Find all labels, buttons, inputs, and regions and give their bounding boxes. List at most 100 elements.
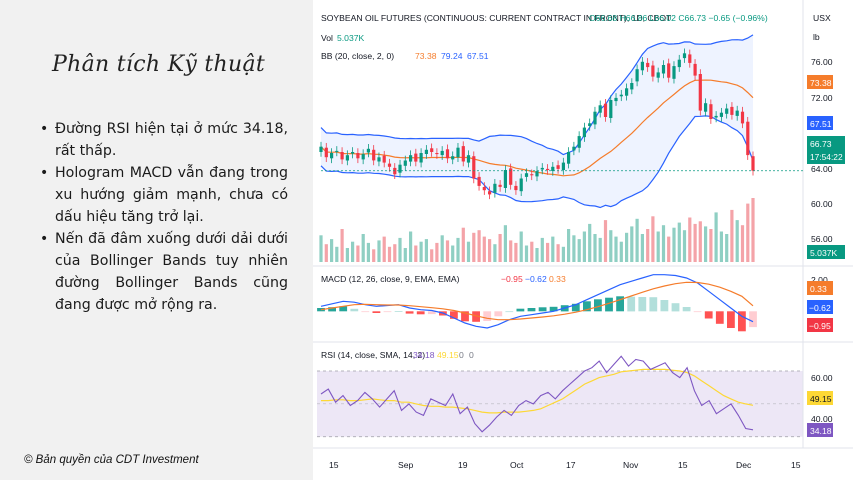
volume-bar xyxy=(677,222,681,262)
volume-bar xyxy=(477,230,481,262)
macd-histogram-bar xyxy=(738,311,746,332)
candle-body xyxy=(672,66,676,79)
unit-label: lb xyxy=(813,32,820,42)
candle-body xyxy=(609,100,613,118)
time-tick: 15 xyxy=(329,460,339,470)
candle-body xyxy=(372,149,376,161)
volume-bar xyxy=(351,241,355,262)
macd-histogram-bar xyxy=(583,301,591,312)
candle-body xyxy=(656,72,660,78)
candle-body xyxy=(619,94,623,97)
volume-bar xyxy=(619,241,623,262)
time-tick: 19 xyxy=(458,460,468,470)
macd-histogram-bar xyxy=(350,308,359,312)
macd-pane xyxy=(317,274,757,332)
macd-histogram-bar xyxy=(505,311,514,313)
candle-body xyxy=(398,164,402,173)
price-tag-countdown: 17:54:22 xyxy=(810,152,843,162)
rsi-value-4: 0 xyxy=(469,350,474,360)
rsi-value-2: 49.15 xyxy=(437,350,459,360)
macd-histogram-bar xyxy=(682,307,691,312)
macd-histogram-bar xyxy=(361,311,370,313)
candle-body xyxy=(725,108,729,114)
volume-bar xyxy=(372,249,376,262)
candle-body xyxy=(524,173,529,177)
candle-body xyxy=(519,178,523,192)
volume-bar xyxy=(588,223,592,262)
candle-body xyxy=(730,106,734,115)
time-tick: Sep xyxy=(398,460,414,470)
volume-bar xyxy=(451,245,455,262)
macd-histogram-bar xyxy=(605,297,613,312)
volume-bar xyxy=(609,230,613,262)
volume-label: Vol xyxy=(321,33,333,43)
volume-bar xyxy=(572,235,576,262)
candle-body xyxy=(472,156,476,179)
volume-bar xyxy=(598,237,602,262)
volume-bar xyxy=(414,245,418,262)
candle-body xyxy=(477,176,481,186)
volume-bar xyxy=(498,234,502,262)
candle-body xyxy=(719,112,723,117)
chart-symbol: SOYBEAN OIL FUTURES (CONTINUOUS: CURRENT… xyxy=(321,13,672,23)
volume-bar xyxy=(440,235,444,262)
volume-bar xyxy=(472,232,476,262)
volume-bar xyxy=(456,237,460,262)
bb-label: BB (20, close, 2, 0) xyxy=(321,51,394,61)
candle-body xyxy=(366,148,370,153)
time-tick: 15 xyxy=(791,460,801,470)
volume-bar xyxy=(735,220,739,262)
macd-histogram-bar xyxy=(516,308,525,312)
volume-bar xyxy=(514,242,518,262)
candle-body xyxy=(614,97,618,102)
candle-body xyxy=(625,88,629,96)
candle-body xyxy=(693,63,697,76)
volume-bar xyxy=(324,244,328,262)
volume-bar xyxy=(409,231,413,262)
volume-bar xyxy=(746,203,750,262)
price-tick: 64.00 xyxy=(811,164,833,174)
volume-bar xyxy=(672,227,676,262)
volume-bar xyxy=(725,234,729,262)
macd-histogram-bar xyxy=(649,297,658,312)
candle-body xyxy=(651,65,655,77)
volume-bar xyxy=(488,239,492,262)
macd-histogram-bar xyxy=(450,311,458,319)
currency-label: USX xyxy=(813,13,831,23)
volume-bar xyxy=(530,241,534,262)
candle-body xyxy=(387,163,392,167)
macd-tick: 2.00 xyxy=(811,275,828,285)
volume-bar xyxy=(704,226,708,262)
macd-histogram-bar xyxy=(627,296,636,312)
volume-bar xyxy=(377,240,381,262)
candle-body xyxy=(682,53,687,59)
chart-panel[interactable]: SOYBEAN OIL FUTURES (CONTINUOUS: CURRENT… xyxy=(313,0,853,480)
volume-bar xyxy=(424,239,428,262)
candle-body xyxy=(551,166,555,171)
volume-bar xyxy=(730,209,734,262)
macd-histogram-bar xyxy=(638,297,647,312)
candle-body xyxy=(382,155,386,163)
bullet-list: Đường RSI hiện tại ở mức 34.18, rất thấp… xyxy=(40,118,288,316)
volume-bar xyxy=(435,242,439,262)
volume-bar xyxy=(561,246,565,262)
candle-body xyxy=(704,103,708,112)
volume-bar xyxy=(546,242,550,262)
macd-tag-hist-text: −0.95 xyxy=(809,321,831,331)
macd-tag-macd xyxy=(807,300,833,314)
chart-canvas[interactable]: SOYBEAN OIL FUTURES (CONTINUOUS: CURRENT… xyxy=(313,0,853,480)
macd-histogram-bar xyxy=(671,303,680,312)
copyright-note: © Bản quyền của CDT Investment xyxy=(24,454,199,466)
candle-body xyxy=(572,146,576,151)
bb-upper-value: 79.24 xyxy=(441,51,463,61)
volume-bar xyxy=(335,246,339,262)
candle-body xyxy=(640,61,644,71)
volume-bar xyxy=(688,217,692,262)
candle-body xyxy=(567,152,571,164)
volume-bar xyxy=(493,244,497,262)
candle-body xyxy=(698,74,702,111)
candle-body xyxy=(677,59,681,68)
candle-body xyxy=(440,150,444,156)
volume-bar xyxy=(661,225,666,262)
volume-bar xyxy=(630,226,634,262)
